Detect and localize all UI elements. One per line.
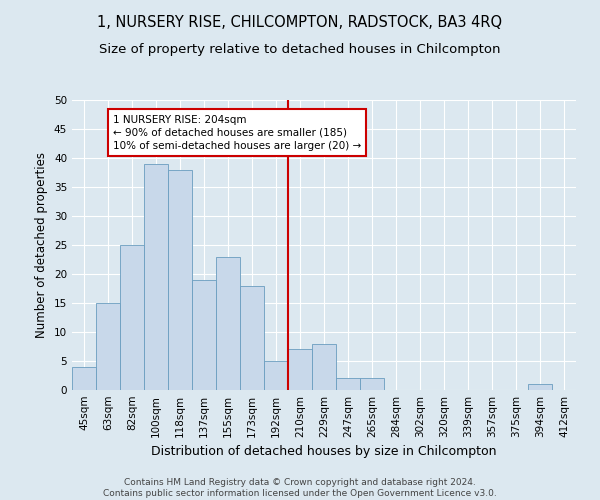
Bar	[240, 286, 264, 390]
X-axis label: Distribution of detached houses by size in Chilcompton: Distribution of detached houses by size …	[151, 446, 497, 458]
Bar	[192, 280, 216, 390]
Bar	[96, 303, 120, 390]
Bar	[312, 344, 336, 390]
Bar	[120, 245, 144, 390]
Text: 1, NURSERY RISE, CHILCOMPTON, RADSTOCK, BA3 4RQ: 1, NURSERY RISE, CHILCOMPTON, RADSTOCK, …	[97, 15, 503, 30]
Bar	[72, 367, 96, 390]
Text: Contains HM Land Registry data © Crown copyright and database right 2024.
Contai: Contains HM Land Registry data © Crown c…	[103, 478, 497, 498]
Bar	[168, 170, 192, 390]
Bar	[288, 350, 312, 390]
Text: Size of property relative to detached houses in Chilcompton: Size of property relative to detached ho…	[99, 42, 501, 56]
Bar	[528, 384, 552, 390]
Bar	[144, 164, 168, 390]
Bar	[360, 378, 384, 390]
Text: 1 NURSERY RISE: 204sqm
← 90% of detached houses are smaller (185)
10% of semi-de: 1 NURSERY RISE: 204sqm ← 90% of detached…	[113, 114, 361, 151]
Bar	[264, 361, 288, 390]
Bar	[216, 256, 240, 390]
Bar	[336, 378, 360, 390]
Y-axis label: Number of detached properties: Number of detached properties	[35, 152, 49, 338]
